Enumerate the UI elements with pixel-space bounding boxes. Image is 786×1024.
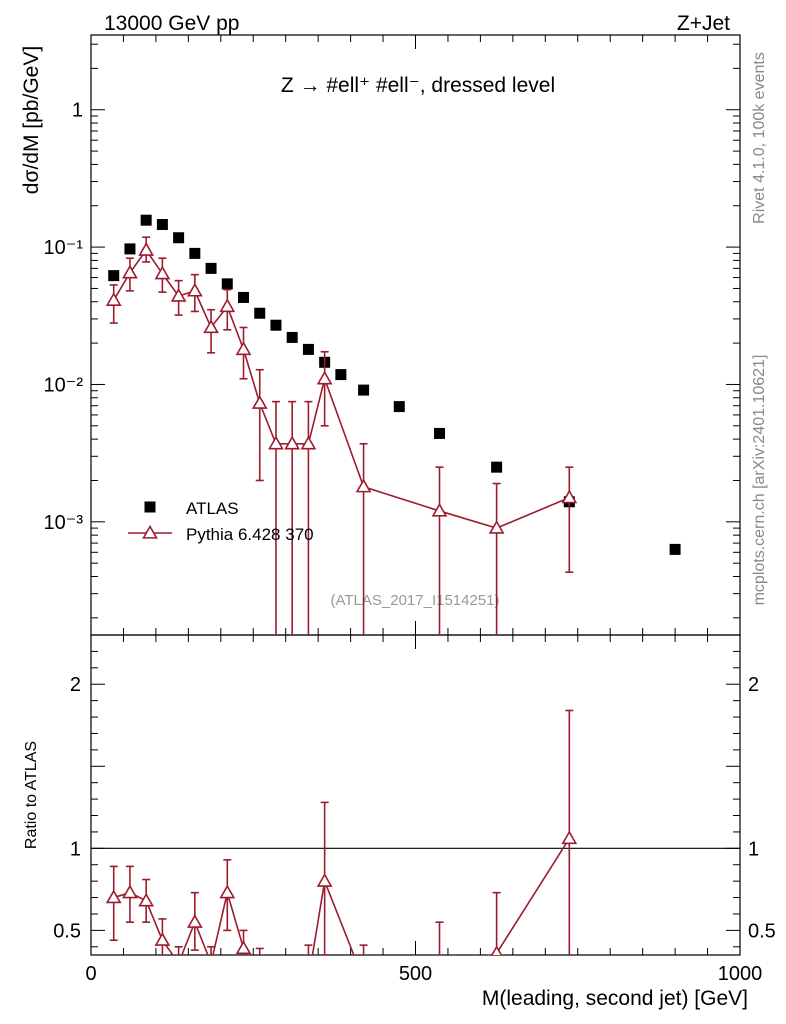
atlas-point [286,331,298,343]
ratio-point [269,983,282,994]
pythia-point [170,287,187,302]
ratio-point [235,940,252,955]
atlas-point [124,243,136,255]
pythia-point [122,264,138,279]
ratio-point [138,892,155,907]
ratio-point [253,973,266,984]
ratio-point [172,957,185,968]
pythia-point [561,489,578,504]
ratio-y-axis-label: Ratio to ATLAS [23,741,40,849]
legend-atlas-label: ATLAS [186,499,239,518]
pythia-point [300,435,317,450]
main-y-tick-label: 10⁻³ [44,512,84,534]
atlas-point [335,369,347,381]
ratio-point [105,889,122,904]
ratio-y-tick-label: 0.5 [53,920,81,942]
ratio-point [286,978,299,989]
atlas-point [108,270,120,282]
pythia-point [355,478,372,493]
ratio-point [561,830,578,845]
ratio-y-tick-label-right: 2 [748,674,759,696]
ratio-line [113,838,570,955]
ratio-point [186,914,203,928]
pythia-point [251,395,268,409]
ratio-point [219,884,236,899]
x-tick-label: 0 [85,963,96,985]
pythia-line [113,248,570,529]
atlas-point [156,219,168,231]
ratio-point [205,957,218,968]
header-energy-label: 13000 GeV pp [104,12,239,35]
ratio-y-tick-label: 2 [70,674,81,696]
atlas-point [189,247,201,259]
pythia-point [235,341,252,356]
atlas-point [221,278,233,290]
ratio-y-tick-label: 1 [70,838,81,860]
ratio-y-tick-label-right: 0.5 [748,920,776,942]
atlas-point [669,543,681,555]
pythia-point [219,298,236,313]
ratio-point [316,873,333,887]
x-tick-label: 1000 [718,963,763,985]
atlas-point [393,401,405,413]
atlas-point [140,214,152,226]
atlas-point [238,291,250,303]
ratio-panel-frame [90,634,741,956]
main-y-tick-label: 1 [72,100,83,122]
main-data-marks [105,214,681,635]
ratio-point [433,962,446,973]
atlas-point [491,461,503,473]
main-y-tick-label: 10⁻² [44,374,84,396]
legend-atlas-marker [144,501,156,513]
atlas-point [205,262,217,274]
atlas-point [302,343,314,355]
atlas-point [434,427,446,439]
rivet-version-label: Rivet 4.1.0, 100k events [751,52,768,224]
ratio-point [357,973,370,984]
pythia-point [138,242,155,256]
pythia-point [105,292,122,306]
pythia-point [431,502,448,517]
ratio-y-tick-label-right: 1 [748,838,759,860]
ratio-axis-ticks: 0.5 0.5 1 1 2 2 0 500 1000 [53,635,776,985]
pythia-point [284,435,301,450]
ratio-point [154,932,171,946]
pythia-point [154,265,171,280]
pythia-point [186,282,203,297]
ratio-clipped-group [105,709,578,994]
main-panel-frame [90,34,741,636]
mcplots-label: mcplots.cern.ch [arXiv:2401.10621] [751,355,768,606]
atlas-point [173,232,185,244]
legend-pythia-label: Pythia 6.428 370 [186,525,314,544]
atlas-point [358,384,370,396]
header-process-label: Z+Jet [677,12,730,35]
atlas-point [270,319,282,331]
main-y-axis-ticks: 1 10⁻¹ 10⁻² 10⁻³ [44,35,741,635]
ratio-point [491,945,503,955]
plot-title: Z → #ell⁺ #ell⁻, dressed level [281,74,555,97]
watermark-label: (ATLAS_2017_I1514251) [330,592,499,609]
x-axis-label: M(leading, second jet) [GeV] [482,987,748,1010]
ratio-point [122,884,138,899]
pythia-point [316,370,333,385]
main-y-tick-label: 10⁻¹ [44,237,84,259]
main-clipped-group [105,214,681,635]
legend: ATLAS Pythia 6.428 370 [128,499,314,544]
atlas-point [254,307,266,319]
legend-pythia-marker [142,524,158,539]
ratio-data-marks [105,709,578,994]
pythia-point [488,519,505,534]
main-y-axis-label: dσ/dM [pb/GeV] [20,46,43,194]
x-tick-label: 500 [399,963,432,985]
ratio-point [302,973,315,984]
pythia-point [268,435,284,450]
pythia-point [203,319,219,334]
